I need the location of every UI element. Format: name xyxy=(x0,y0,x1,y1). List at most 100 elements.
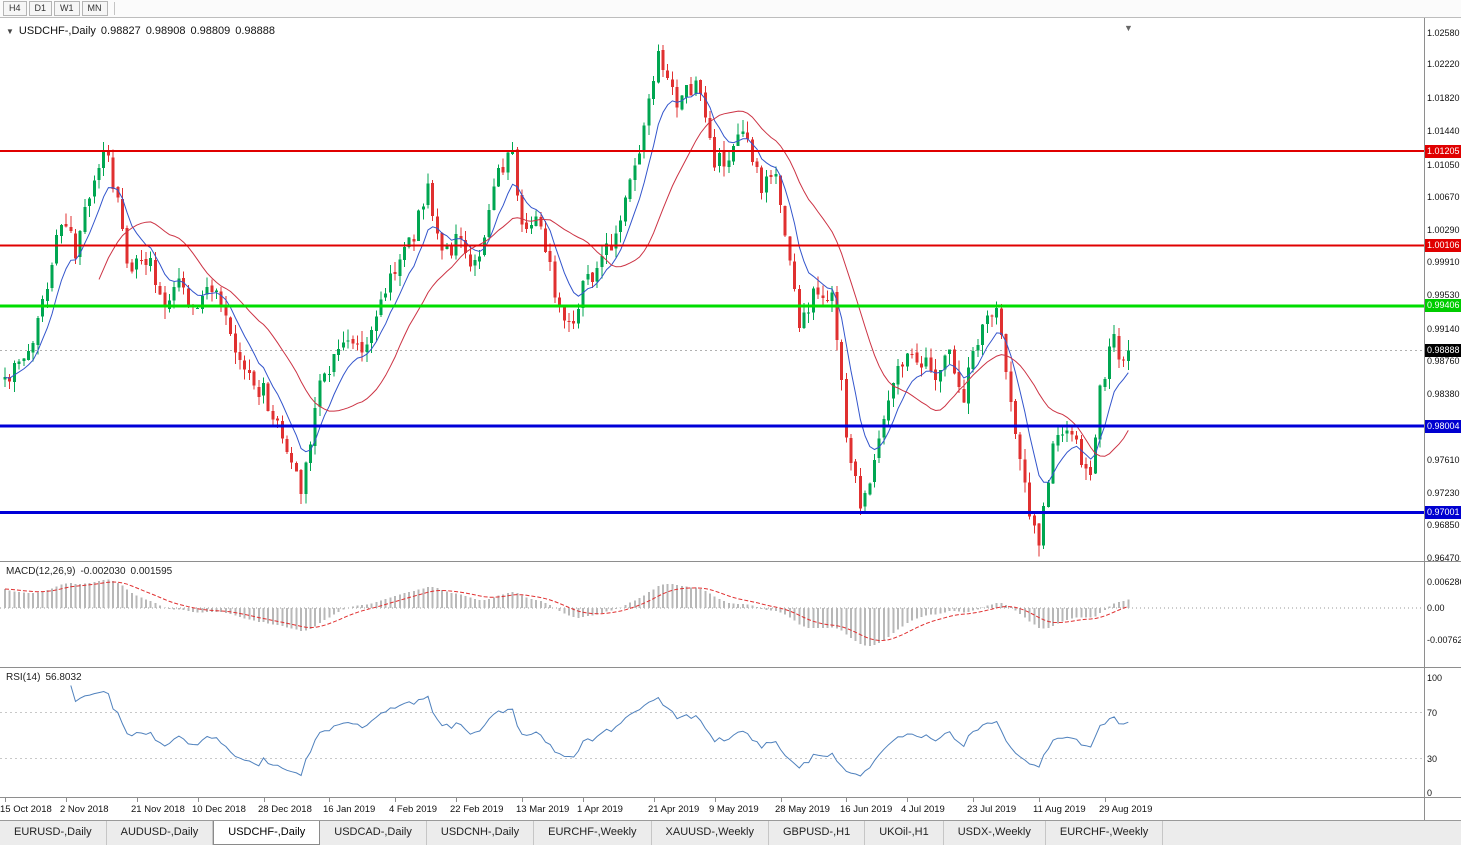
timeframe-button-h4[interactable]: H4 xyxy=(3,1,27,16)
time-axis[interactable]: 15 Oct 2018 2 Nov 2018 21 Nov 2018 10 Dec 2… xyxy=(0,798,1424,820)
chart-tab-usdchf-daily[interactable]: USDCHF-,Daily xyxy=(213,821,321,845)
macd-chart[interactable] xyxy=(0,562,1424,667)
time-axis-tick xyxy=(5,798,6,802)
price-axis-label: 0.99910 xyxy=(1427,257,1460,267)
time-axis-tick xyxy=(522,798,523,802)
toolbar-divider xyxy=(113,2,115,15)
time-axis-label: 9 May 2019 xyxy=(709,804,759,815)
timeframe-button-mn[interactable]: MN xyxy=(81,1,108,16)
time-axis-label: 16 Jun 2019 xyxy=(840,804,893,815)
ohlc-open: 0.98827 xyxy=(100,25,141,37)
chart-tab-gbpusd-h1[interactable]: GBPUSD-,H1 xyxy=(768,821,866,845)
price-axis-label: 1.00290 xyxy=(1427,225,1460,235)
time-axis-tick xyxy=(1105,798,1106,802)
time-axis-tick xyxy=(846,798,847,802)
rsi-pane-row: RSI(14) 56.8032 100 70 30 0 xyxy=(0,668,1461,798)
chart-symbol-label: USDCHF-,Daily xyxy=(18,25,96,37)
time-axis-tick xyxy=(907,798,908,802)
price-axis-label: 1.02580 xyxy=(1427,28,1460,38)
timeframe-button-d1[interactable]: D1 xyxy=(28,1,53,16)
time-axis-tick xyxy=(329,798,330,802)
time-axis-label: 15 Oct 2018 xyxy=(0,804,52,815)
macd-value-signal: 0.001595 xyxy=(130,566,173,577)
time-axis-tick xyxy=(781,798,782,802)
rsi-axis-label: 100 xyxy=(1427,673,1443,683)
rsi-label: RSI(14) 56.8032 xyxy=(6,672,87,683)
price-axis-label: 0.96470 xyxy=(1427,553,1460,563)
price-chart[interactable] xyxy=(0,18,1424,561)
chart-header: ▼ USDCHF-,Daily 0.98827 0.98908 0.98809 0.988… xyxy=(6,25,280,37)
time-axis-tick xyxy=(137,798,138,802)
time-axis-label: 21 Apr 2019 xyxy=(648,804,700,815)
price-level-badge: 0.99406 xyxy=(1425,299,1461,312)
macd-value-main: -0.002030 xyxy=(80,566,126,577)
price-pane-row: ▼ USDCHF-,Daily 0.98827 0.98908 0.98809 0.988… xyxy=(0,18,1461,563)
price-shift-marker-icon[interactable]: ▼ xyxy=(1124,23,1133,33)
price-level-badge: 1.01205 xyxy=(1425,145,1461,158)
time-axis-label: 2 Nov 2018 xyxy=(60,804,109,815)
time-axis-tick xyxy=(264,798,265,802)
time-axis-tick xyxy=(395,798,396,802)
time-axis-tick xyxy=(66,798,67,802)
rsi-axis-label: 30 xyxy=(1427,754,1438,764)
time-axis-label: 23 Jul 2019 xyxy=(967,804,1017,815)
price-axis-label: 0.97230 xyxy=(1427,488,1460,498)
time-axis-tick xyxy=(583,798,584,802)
timeframe-buttons: H4 D1 W1 MN xyxy=(3,1,110,16)
price-level-badge: 1.00106 xyxy=(1425,239,1461,252)
rsi-axis[interactable]: 100 70 30 0 xyxy=(1424,668,1461,798)
chart-tab-audusd-daily[interactable]: AUDUSD-,Daily xyxy=(106,821,214,845)
chart-tab-usdx-weekly[interactable]: USDX-,Weekly xyxy=(943,821,1046,845)
price-level-badge: 0.98888 xyxy=(1425,344,1461,357)
time-axis-tick xyxy=(456,798,457,802)
time-axis-label: 4 Jul 2019 xyxy=(901,804,945,815)
chart-tab-usdcad-daily[interactable]: USDCAD-,Daily xyxy=(320,821,427,845)
timeframe-button-w1[interactable]: W1 xyxy=(54,1,80,16)
rsi-value: 56.8032 xyxy=(45,672,82,683)
chart-tab-xauusd-weekly[interactable]: XAUUSD-,Weekly xyxy=(651,821,769,845)
time-axis-tick xyxy=(198,798,199,802)
rsi-chart[interactable] xyxy=(0,668,1424,797)
price-axis-label: 1.01440 xyxy=(1427,126,1460,136)
price-level-badge: 0.98004 xyxy=(1425,420,1461,433)
chart-tab-usdcnh-daily[interactable]: USDCNH-,Daily xyxy=(426,821,535,845)
chart-tab-eurusd-daily[interactable]: EURUSD-,Daily xyxy=(0,821,107,845)
time-axis-label: 29 Aug 2019 xyxy=(1099,804,1153,815)
time-axis-label: 10 Dec 2018 xyxy=(192,804,246,815)
time-axis-tick xyxy=(973,798,974,802)
price-axis-label: 1.01050 xyxy=(1427,160,1460,170)
macd-axis-label: -0.00762 xyxy=(1427,635,1461,645)
time-axis-label: 11 Aug 2019 xyxy=(1033,804,1086,815)
time-axis-label: 4 Feb 2019 xyxy=(389,804,438,815)
collapse-arrow-icon[interactable]: ▼ xyxy=(6,27,14,36)
rsi-axis-label: 70 xyxy=(1427,708,1438,718)
price-axis[interactable]: 1.02580 1.02220 1.01820 1.01440 1.01050 1.006… xyxy=(1424,18,1461,563)
ohlc-high: 0.98908 xyxy=(145,25,186,37)
chart-tab-eurchf-weekly[interactable]: EURCHF-,Weekly xyxy=(534,821,652,845)
time-axis-label: 28 May 2019 xyxy=(775,804,830,815)
macd-axis[interactable]: 0.006286 0.00 -0.00762 xyxy=(1424,562,1461,667)
time-axis-label: 1 Apr 2019 xyxy=(577,804,623,815)
time-axis-label: 28 Dec 2018 xyxy=(258,804,312,815)
price-axis-label: 0.99530 xyxy=(1427,290,1460,300)
ohlc-low: 0.98809 xyxy=(190,25,231,37)
time-axis-tick xyxy=(654,798,655,802)
price-axis-label: 0.96850 xyxy=(1427,520,1460,530)
time-axis-label: 22 Feb 2019 xyxy=(450,804,504,815)
time-axis-corner xyxy=(1424,798,1461,820)
rsi-name: RSI(14) xyxy=(6,672,41,683)
macd-axis-label: 0.006286 xyxy=(1427,577,1461,587)
time-axis-row: 15 Oct 2018 2 Nov 2018 21 Nov 2018 10 Dec 2… xyxy=(0,798,1461,820)
ohlc-close: 0.98888 xyxy=(235,25,275,37)
chart-tab-eurchf-weekly[interactable]: EURCHF-,Weekly xyxy=(1045,821,1164,845)
price-axis-label: 1.02220 xyxy=(1427,59,1460,69)
macd-pane-row: MACD(12,26,9) -0.002030 0.001595 0.006286 0… xyxy=(0,562,1461,668)
macd-label: MACD(12,26,9) -0.002030 0.001595 xyxy=(6,566,177,577)
rsi-axis-label: 0 xyxy=(1427,788,1433,798)
time-axis-label: 16 Jan 2019 xyxy=(323,804,376,815)
time-axis-label: 21 Nov 2018 xyxy=(131,804,185,815)
time-axis-tick xyxy=(1039,798,1040,802)
macd-axis-label: 0.00 xyxy=(1427,603,1445,613)
chart-tab-ukoil-h1[interactable]: UKOil-,H1 xyxy=(865,821,944,845)
